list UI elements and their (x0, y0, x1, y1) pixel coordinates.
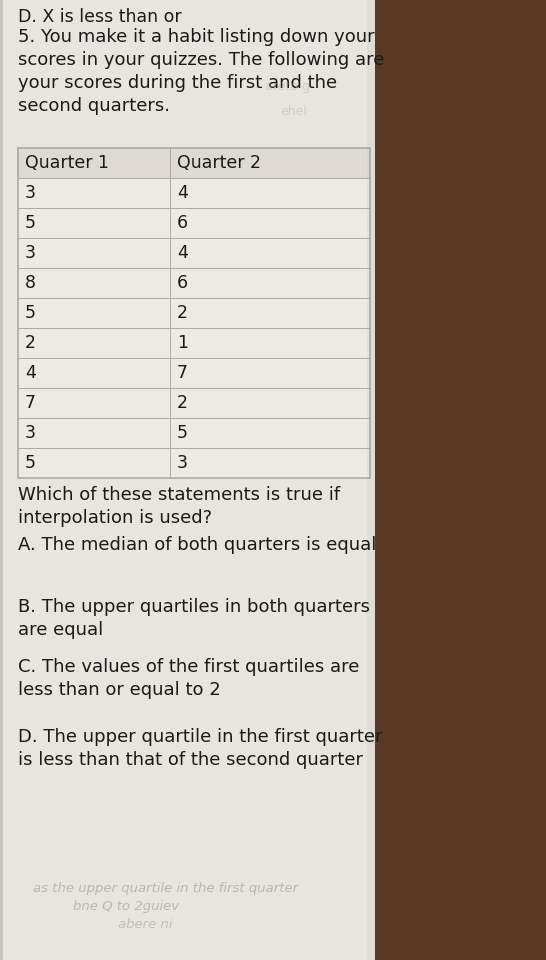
Text: D. The upper quartile in the first quarter
is less than that of the second quart: D. The upper quartile in the first quart… (18, 728, 383, 769)
Text: 5: 5 (177, 424, 188, 442)
Bar (18, 388, 370, 418)
Text: 2: 2 (25, 334, 36, 352)
Text: 3: 3 (177, 454, 188, 472)
Bar (18, 148, 370, 478)
Bar (18, 268, 370, 298)
Text: 1: 1 (177, 334, 188, 352)
Bar (18, 208, 370, 238)
Text: 5. You make it a habit listing down your
scores in your quizzes. The following a: 5. You make it a habit listing down your… (18, 28, 384, 114)
Text: 2: 2 (177, 304, 188, 322)
Bar (18, 358, 370, 388)
Bar (18, 238, 370, 268)
Bar (18, 298, 370, 328)
Text: 7: 7 (177, 364, 188, 382)
Text: bne Q to 2guiev: bne Q to 2guiev (73, 900, 179, 913)
Text: Quarter 2: Quarter 2 (177, 154, 261, 172)
Text: 5: 5 (25, 214, 36, 232)
Text: C. The values of the first quartiles are
less than or equal to 2: C. The values of the first quartiles are… (18, 658, 359, 699)
Text: 4: 4 (25, 364, 36, 382)
Bar (18, 448, 370, 478)
Text: Which of these statements is true if
interpolation is used?: Which of these statements is true if int… (18, 486, 340, 527)
Text: A. The median of both quarters is equal: A. The median of both quarters is equal (18, 536, 376, 554)
Bar (18, 328, 370, 358)
Text: Quarter 1: Quarter 1 (25, 154, 109, 172)
Text: as the upper quartile in the first quarter: as the upper quartile in the first quart… (33, 882, 298, 895)
Text: ehel: ehel (280, 105, 307, 118)
Text: abere ni: abere ni (118, 918, 173, 931)
Text: 3: 3 (25, 424, 36, 442)
Bar (0, 0, 3, 960)
Text: B. The upper quartiles in both quarters
are equal: B. The upper quartiles in both quarters … (18, 598, 370, 639)
Bar (0, 0, 375, 960)
Text: 3: 3 (25, 244, 36, 262)
Text: 5: 5 (25, 454, 36, 472)
Bar (18, 178, 370, 208)
Text: D. X is less than or: D. X is less than or (18, 8, 182, 26)
Text: 4: 4 (177, 184, 188, 202)
Text: 7: 7 (25, 394, 36, 412)
Text: 4: 4 (177, 244, 188, 262)
Bar (18, 148, 370, 178)
Text: 2: 2 (177, 394, 188, 412)
Text: 3: 3 (25, 184, 36, 202)
Text: 8: 8 (25, 274, 36, 292)
Text: 5: 5 (25, 304, 36, 322)
Text: 6: 6 (177, 214, 188, 232)
Bar (18, 418, 370, 448)
Bar (367, 0, 375, 960)
Text: 6: 6 (177, 274, 188, 292)
Text: areto g: areto g (265, 80, 310, 93)
